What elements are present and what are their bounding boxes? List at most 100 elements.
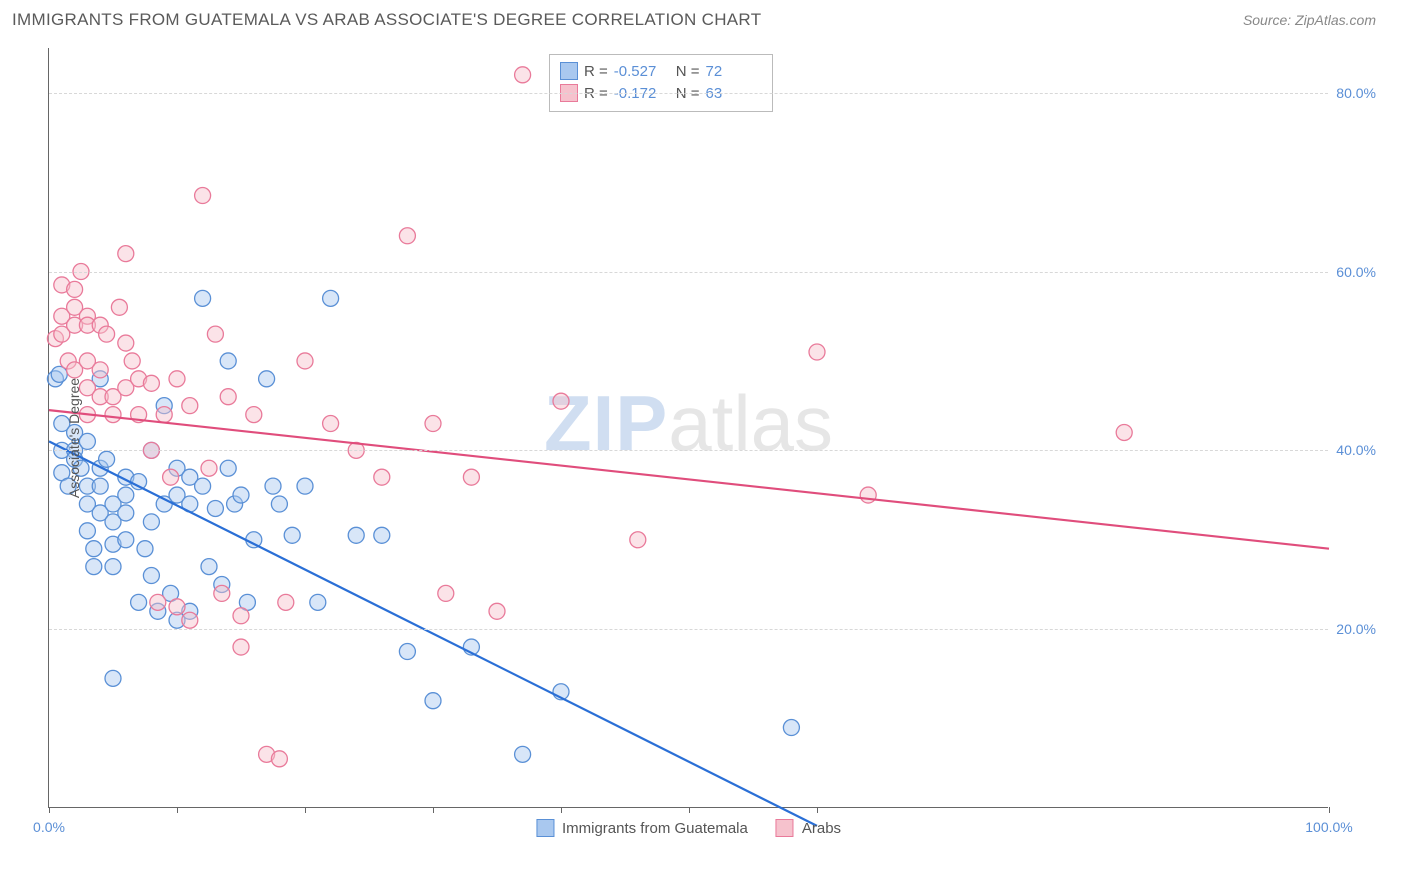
legend-swatch-2 — [776, 819, 794, 837]
data-point — [118, 487, 134, 503]
chart-title: IMMIGRANTS FROM GUATEMALA VS ARAB ASSOCI… — [12, 10, 761, 30]
data-point — [783, 720, 799, 736]
data-point — [348, 527, 364, 543]
data-point — [105, 407, 121, 423]
data-point — [553, 393, 569, 409]
plot-area: ZIPatlas R = -0.527 N = 72 R = -0.172 N … — [48, 48, 1328, 808]
data-point — [323, 290, 339, 306]
trend-line — [49, 441, 817, 825]
data-point — [92, 362, 108, 378]
xtick — [49, 807, 50, 813]
data-point — [150, 594, 166, 610]
data-point — [118, 335, 134, 351]
gridline — [49, 93, 1328, 94]
data-point — [265, 478, 281, 494]
data-point — [143, 375, 159, 391]
xtick — [1329, 807, 1330, 813]
data-point — [201, 460, 217, 476]
xtick — [433, 807, 434, 813]
data-point — [463, 469, 479, 485]
source-credit: Source: ZipAtlas.com — [1243, 12, 1376, 28]
data-point — [374, 527, 390, 543]
data-point — [399, 644, 415, 660]
ytick-label: 40.0% — [1332, 442, 1376, 458]
data-point — [131, 594, 147, 610]
plot-container: ZIPatlas R = -0.527 N = 72 R = -0.172 N … — [48, 48, 1378, 828]
scatter-svg — [49, 48, 1329, 808]
data-point — [233, 639, 249, 655]
data-point — [105, 670, 121, 686]
data-point — [118, 246, 134, 262]
data-point — [207, 500, 223, 516]
gridline — [49, 450, 1328, 451]
stats-legend: R = -0.527 N = 72 R = -0.172 N = 63 — [549, 54, 773, 112]
data-point — [323, 416, 339, 432]
data-point — [182, 398, 198, 414]
y-axis-label: Associate's Degree — [66, 378, 82, 498]
data-point — [195, 478, 211, 494]
data-point — [169, 599, 185, 615]
data-point — [105, 559, 121, 575]
ytick-label: 80.0% — [1332, 85, 1376, 101]
data-point — [156, 407, 172, 423]
ytick-label: 60.0% — [1332, 264, 1376, 280]
xtick-label: 0.0% — [33, 819, 65, 835]
data-point — [195, 290, 211, 306]
data-point — [92, 478, 108, 494]
data-point — [99, 451, 115, 467]
legend-item-2: Arabs — [776, 819, 841, 837]
data-point — [515, 746, 531, 762]
ytick-label: 20.0% — [1332, 621, 1376, 637]
data-point — [1116, 424, 1132, 440]
trend-line — [49, 410, 1329, 549]
data-point — [284, 527, 300, 543]
chart-header: IMMIGRANTS FROM GUATEMALA VS ARAB ASSOCI… — [0, 0, 1406, 36]
legend-swatch-1 — [536, 819, 554, 837]
gridline — [49, 272, 1328, 273]
data-point — [259, 371, 275, 387]
data-point — [86, 559, 102, 575]
data-point — [111, 299, 127, 315]
data-point — [67, 281, 83, 297]
xtick — [689, 807, 690, 813]
data-point — [99, 326, 115, 342]
data-point — [297, 353, 313, 369]
data-point — [278, 594, 294, 610]
xtick — [305, 807, 306, 813]
data-point — [118, 505, 134, 521]
data-point — [195, 188, 211, 204]
data-point — [233, 608, 249, 624]
xtick — [561, 807, 562, 813]
data-point — [809, 344, 825, 360]
data-point — [374, 469, 390, 485]
data-point — [201, 559, 217, 575]
data-point — [438, 585, 454, 601]
swatch-series1 — [560, 62, 578, 80]
xtick-label: 100.0% — [1305, 819, 1352, 835]
data-point — [310, 594, 326, 610]
data-point — [220, 389, 236, 405]
data-point — [169, 371, 185, 387]
data-point — [233, 487, 249, 503]
data-point — [182, 612, 198, 628]
data-point — [425, 416, 441, 432]
data-point — [86, 541, 102, 557]
data-point — [220, 353, 236, 369]
xtick — [177, 807, 178, 813]
data-point — [137, 541, 153, 557]
data-point — [271, 751, 287, 767]
stats-row-series1: R = -0.527 N = 72 — [560, 60, 762, 82]
data-point — [214, 585, 230, 601]
data-point — [118, 532, 134, 548]
xtick — [817, 807, 818, 813]
data-point — [207, 326, 223, 342]
data-point — [124, 353, 140, 369]
data-point — [246, 532, 262, 548]
data-point — [425, 693, 441, 709]
data-point — [515, 67, 531, 83]
data-point — [860, 487, 876, 503]
data-point — [399, 228, 415, 244]
data-point — [271, 496, 287, 512]
data-point — [220, 460, 236, 476]
data-point — [630, 532, 646, 548]
